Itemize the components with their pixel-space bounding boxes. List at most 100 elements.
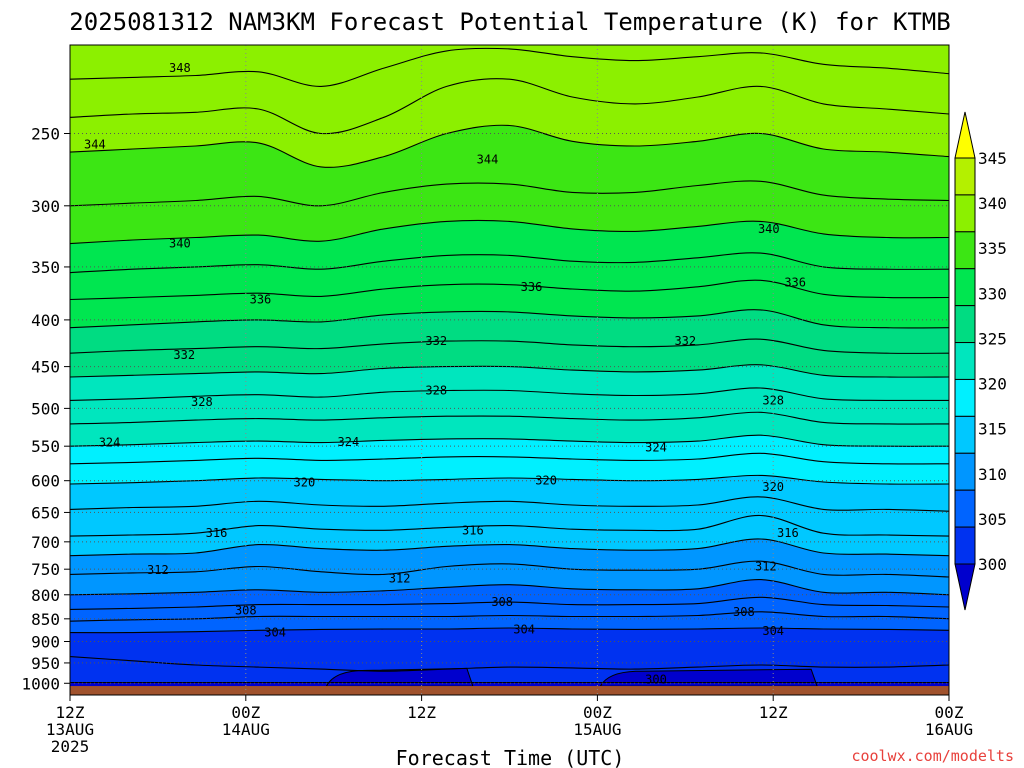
contour-318 — [70, 496, 949, 512]
x-tick-label: 2025 — [51, 737, 90, 756]
colorbar-swatch — [954, 415, 976, 454]
contour-302 — [70, 656, 949, 672]
colorbar-label: 325 — [978, 329, 1007, 348]
theta-band — [70, 45, 949, 87]
contour-338 — [70, 252, 949, 274]
contour-314 — [70, 538, 949, 557]
theta-band — [70, 561, 949, 595]
contour-label: 316 — [462, 523, 484, 537]
contour-322 — [70, 452, 949, 465]
theta-band — [70, 364, 949, 401]
contour-label: 312 — [755, 560, 777, 574]
colorbar-swatch — [954, 157, 976, 196]
y-tick-label: 500 — [31, 399, 60, 418]
y-tick-label: 750 — [31, 560, 60, 579]
theta-band — [70, 579, 949, 610]
contour-label: 304 — [513, 622, 535, 636]
theta-band — [70, 496, 949, 537]
theta-band — [70, 220, 949, 273]
colorbar-label: 330 — [978, 284, 1007, 303]
cold-pool — [599, 668, 818, 687]
x-tick-label: 16AUG — [925, 720, 973, 739]
theta-band — [70, 387, 949, 425]
contour-label: 308 — [235, 603, 257, 617]
contour-label: 348 — [169, 61, 191, 75]
theta-band — [70, 125, 949, 206]
x-tick-label: 00Z — [935, 703, 964, 722]
contour-label: 312 — [147, 563, 169, 577]
colorbar-swatch — [954, 342, 976, 380]
contour-340 — [70, 219, 949, 245]
theta-band — [70, 280, 949, 328]
contour-310 — [70, 579, 949, 596]
y-tick-label: 400 — [31, 311, 60, 330]
y-tick-label: 650 — [31, 503, 60, 522]
colorbar-label: 345 — [978, 149, 1007, 168]
contour-326 — [70, 411, 949, 425]
contour-label: 328 — [425, 384, 447, 398]
contour-324 — [70, 434, 949, 447]
contour-label: 320 — [294, 476, 316, 490]
colorbar-label: 305 — [978, 510, 1007, 529]
contour-label: 344 — [84, 137, 106, 151]
contour-label: 332 — [173, 348, 195, 362]
colorbar-swatch — [954, 452, 976, 491]
contour-label: 340 — [169, 237, 191, 251]
contour-348 — [70, 47, 949, 87]
contour-332 — [70, 338, 949, 354]
contour-label: 312 — [389, 572, 411, 586]
colorbar-arrow-top — [954, 111, 976, 159]
contour-label: 316 — [206, 526, 228, 540]
contour-label: 340 — [758, 222, 780, 236]
colorbar-swatch — [954, 268, 976, 307]
contour-label: 324 — [645, 441, 667, 455]
contour-334 — [70, 309, 949, 329]
colorbar-label: 300 — [978, 555, 1007, 574]
isentrope-contours — [70, 47, 949, 684]
x-tick-label: 12Z — [56, 703, 85, 722]
contour-328 — [70, 387, 949, 402]
y-tick-label: 450 — [31, 358, 60, 377]
y-tick-label: 250 — [31, 124, 60, 143]
contour-label: 336 — [784, 275, 806, 289]
x-tick-label: 00Z — [231, 703, 260, 722]
x-tick-label: 15AUG — [573, 720, 621, 739]
contour-316 — [70, 514, 949, 537]
contour-label: 308 — [491, 595, 513, 609]
theta-band — [70, 412, 949, 447]
watermark: coolwx.com/modelts — [851, 747, 1014, 765]
temperature-shading — [70, 45, 949, 695]
contour-label: 332 — [674, 334, 696, 348]
contour-labels: 348 344 344 340 340 336 336 336 332 332 332 328 328 3… — [84, 61, 806, 686]
theta-band — [70, 309, 949, 354]
x-tick-label: 14AUG — [222, 720, 270, 739]
x-tick-label: 00Z — [583, 703, 612, 722]
y-tick-label: 800 — [31, 586, 60, 605]
theta-band — [70, 180, 949, 244]
y-tick-label: 600 — [31, 472, 60, 491]
colorbar-swatch — [954, 231, 976, 270]
theta-band — [70, 597, 949, 622]
contour-304 — [70, 627, 949, 634]
contour-label: 304 — [762, 624, 784, 638]
contour-label: 332 — [425, 334, 447, 348]
contour-312 — [70, 560, 949, 578]
theta-band — [70, 628, 949, 672]
theta-band — [70, 48, 949, 134]
contour-label: 328 — [762, 393, 784, 407]
colorbar-swatch — [954, 305, 976, 344]
plot-frame — [69, 44, 950, 696]
colorbar-label: 340 — [978, 194, 1007, 213]
contour-label: 320 — [535, 474, 557, 488]
contour-label: 336 — [521, 280, 543, 294]
y-tick-label: 1000 — [21, 674, 60, 693]
contour-label: 308 — [733, 605, 755, 619]
y-tick-label: 300 — [31, 197, 60, 216]
contour-label: 328 — [191, 395, 213, 409]
colorbar-swatch — [954, 194, 976, 233]
contour-label: 344 — [477, 153, 499, 167]
colorbar-swatch — [954, 526, 976, 565]
x-axis-label: Forecast Time (UTC) — [396, 746, 625, 768]
